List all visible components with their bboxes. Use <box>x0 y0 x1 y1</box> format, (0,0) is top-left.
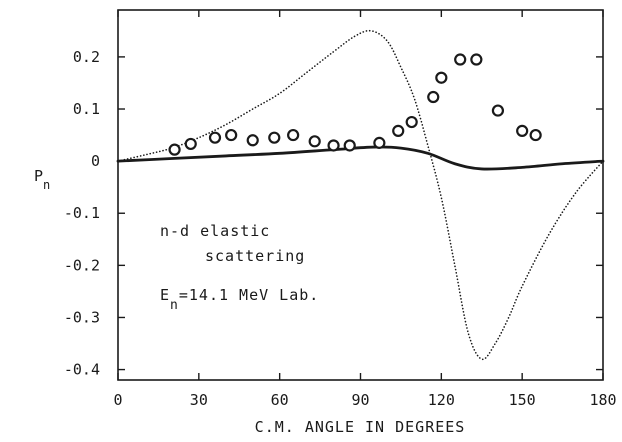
y-tick-label: 0 <box>91 152 100 170</box>
y-tick-label: 0.2 <box>73 48 100 66</box>
data-point <box>225 128 238 142</box>
y-tick-label: 0.1 <box>73 100 100 118</box>
plot-frame <box>117 9 604 381</box>
y-tick-label: -0.1 <box>64 204 100 222</box>
y-axis-label: Pn <box>34 167 50 192</box>
data-point <box>308 135 321 148</box>
data-point <box>529 128 542 142</box>
data-point <box>268 131 281 144</box>
data-point <box>392 124 405 138</box>
x-tick-label: 0 <box>113 391 122 409</box>
plot-markers <box>168 53 542 156</box>
y-tick-label: -0.4 <box>64 361 100 379</box>
x-tick-label: 120 <box>428 391 455 409</box>
data-point <box>208 131 222 144</box>
data-point <box>343 139 356 152</box>
data-point <box>405 115 418 129</box>
x-tick-label: 90 <box>351 391 369 409</box>
x-axis: 0 30 60 90 120 150 180 <box>113 10 617 409</box>
data-point <box>184 137 197 151</box>
data-point <box>435 71 448 84</box>
data-point <box>327 139 340 152</box>
data-point <box>427 90 440 104</box>
annotation-energy: En=14.1 MeV Lab. <box>160 286 319 313</box>
data-point <box>168 143 181 156</box>
data-point <box>491 104 505 117</box>
y-tick-label: -0.3 <box>64 308 100 326</box>
data-point <box>454 53 467 66</box>
y-tick-label: -0.2 <box>64 256 100 274</box>
dotted-curve <box>117 29 604 361</box>
x-axis-label: C.M. ANGLE IN DEGREES <box>255 418 466 436</box>
data-point <box>373 136 386 149</box>
solid-curve <box>116 145 605 171</box>
data-point <box>287 128 300 142</box>
data-point <box>246 134 259 147</box>
y-axis: 0.2 0.1 0 -0.1 -0.2 -0.3 -0.4 <box>64 48 603 379</box>
annotation-reaction: n-d elastic <box>160 222 270 240</box>
x-tick-label: 60 <box>271 391 289 409</box>
annotation-scattering: scattering <box>205 247 305 265</box>
x-tick-label: 150 <box>509 391 536 409</box>
x-tick-label: 180 <box>589 391 616 409</box>
plot-lines <box>116 29 605 361</box>
data-point <box>470 53 483 66</box>
data-point <box>516 124 529 138</box>
x-tick-label: 30 <box>190 391 208 409</box>
